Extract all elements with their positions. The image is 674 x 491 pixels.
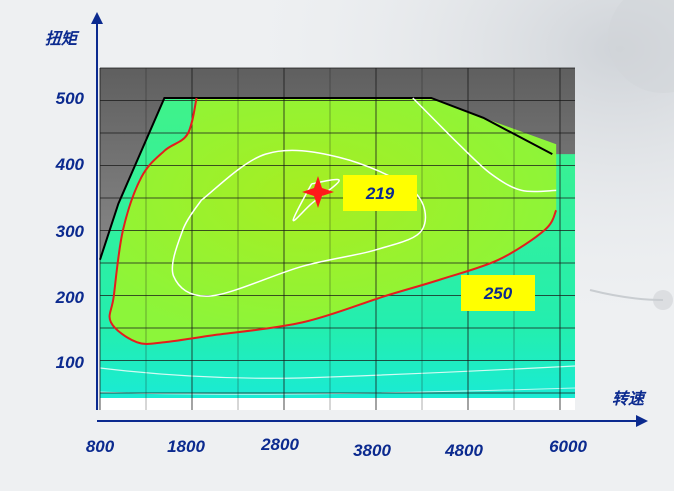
bottom-band (100, 398, 575, 410)
contour-line-iso-2 (171, 149, 427, 297)
y-tick-label: 300 (56, 222, 85, 241)
contour-line-iso-3 (412, 97, 557, 193)
annotations: 219 250 (302, 175, 535, 311)
y-tick-label: 400 (55, 155, 85, 174)
low-consumption-region (109, 98, 557, 344)
x-axis-label: 转速 (612, 390, 647, 408)
axes (91, 12, 648, 427)
contour-lines (99, 97, 558, 345)
decor-circle (608, 0, 674, 93)
contour-line-low (99, 365, 576, 379)
callout-label-219: 219 (365, 184, 395, 203)
contour-line-219 (292, 178, 340, 222)
x-tick-label: 6000 (549, 437, 587, 456)
x-tick-label: 2800 (260, 435, 299, 454)
x-tick-label: 1800 (167, 437, 205, 456)
callout-box-250 (461, 275, 535, 311)
callout-box-219 (343, 175, 417, 211)
minimum-point-marker (302, 176, 334, 208)
x-tick-label: 800 (86, 437, 115, 456)
y-axis-label: 扭矩 (45, 30, 80, 48)
x-tick-label: 3800 (353, 441, 391, 460)
y-tick-label: 100 (56, 353, 85, 372)
y-axis-arrow (91, 12, 103, 24)
x-axis-arrow (636, 415, 648, 427)
tick-labels: 800 1800 2800 3800 4800 6000 500 400 300 200 100 (55, 89, 588, 460)
y-tick-label: 500 (56, 89, 85, 108)
plot-area (99, 68, 576, 410)
x-tick-label: 4800 (444, 441, 483, 460)
y-tick-label: 200 (55, 288, 85, 307)
callout-label-250: 250 (483, 284, 513, 303)
full-load-curve (99, 97, 553, 261)
contour-line-250 (108, 97, 558, 345)
